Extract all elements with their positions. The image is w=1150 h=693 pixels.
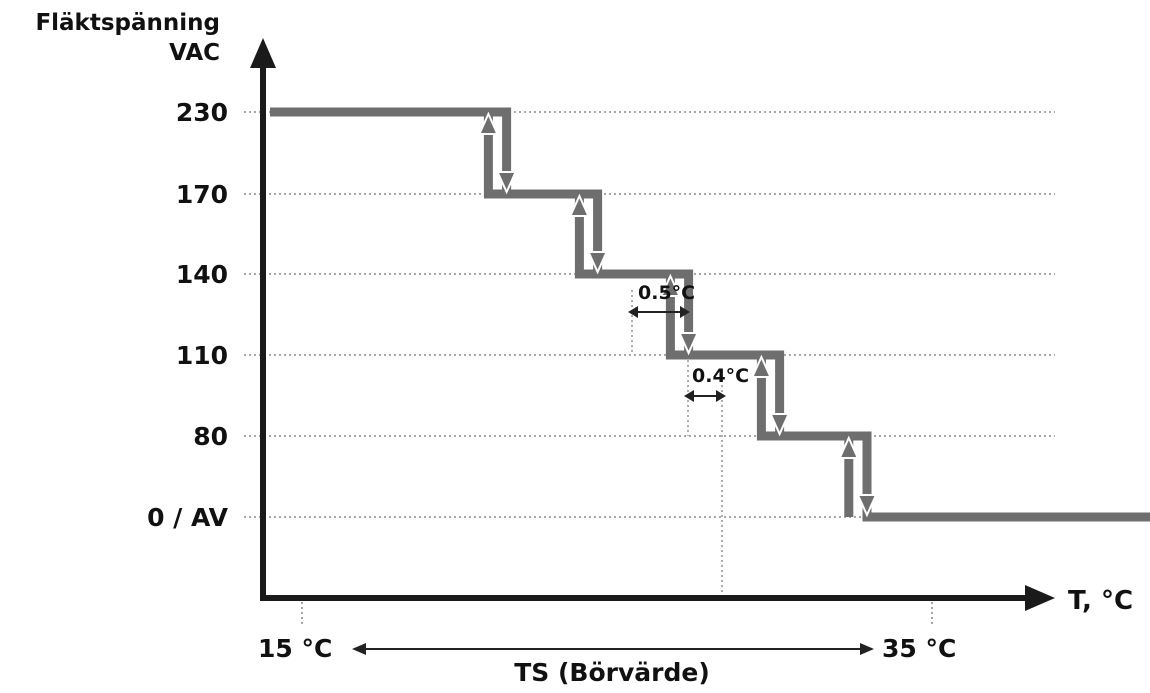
y-tick-label: 110 [176, 341, 228, 370]
x-axis-title: T, °C [1068, 586, 1133, 616]
up-arrow-icon [477, 111, 499, 135]
y-axis-arrow-icon [250, 38, 276, 68]
annotation-0.5-label: 0.5°C [638, 282, 695, 304]
x-axis-arrow-icon [1025, 585, 1055, 611]
guide-lines [631, 290, 723, 600]
y-axis-title-line1: Fläktspänning [35, 10, 220, 36]
y-tick-labels: 230 170 140 110 80 0 / AV [147, 98, 229, 532]
up-arrow-icon [568, 193, 590, 217]
annotation-0.5: 0.5°C [628, 282, 695, 318]
series-line [483, 112, 854, 517]
grid-lines [244, 111, 1055, 518]
down-arrow-icon [856, 494, 878, 518]
down-arrow-icon [587, 251, 609, 275]
up-arrow-icon [750, 354, 772, 378]
axes [250, 38, 1055, 611]
annotation-0.4-label: 0.4°C [692, 365, 749, 387]
y-tick-label: 170 [176, 180, 228, 209]
setpoint-range: 15 °C 35 °C TS (Börvärde) [258, 602, 956, 687]
up-arrow-icon [838, 435, 860, 459]
right-arrow-icon [860, 643, 874, 655]
left-arrow-icon [352, 643, 366, 655]
left-arrow-icon [628, 306, 638, 318]
up-arrow-icon [659, 273, 681, 297]
y-tick-label: 0 / AV [147, 503, 229, 532]
step-series [270, 107, 1150, 522]
right-arrow-icon [716, 390, 726, 402]
down-arrow-icon [496, 171, 518, 195]
y-tick-label: 230 [176, 98, 228, 127]
range-max-label: 35 °C [882, 634, 956, 663]
range-caption: TS (Börvärde) [514, 658, 710, 687]
left-arrow-icon [684, 390, 694, 402]
down-arrow-icon [678, 332, 700, 356]
y-tick-label: 140 [176, 260, 228, 289]
direction-arrows [477, 111, 878, 518]
series-line [270, 107, 1150, 522]
y-axis-title-line2: VAC [169, 40, 220, 66]
range-min-label: 15 °C [258, 634, 332, 663]
down-arrow-icon [769, 413, 791, 437]
right-arrow-icon [680, 306, 690, 318]
y-tick-label: 80 [193, 422, 228, 451]
annotation-0.4: 0.4°C [684, 365, 749, 402]
